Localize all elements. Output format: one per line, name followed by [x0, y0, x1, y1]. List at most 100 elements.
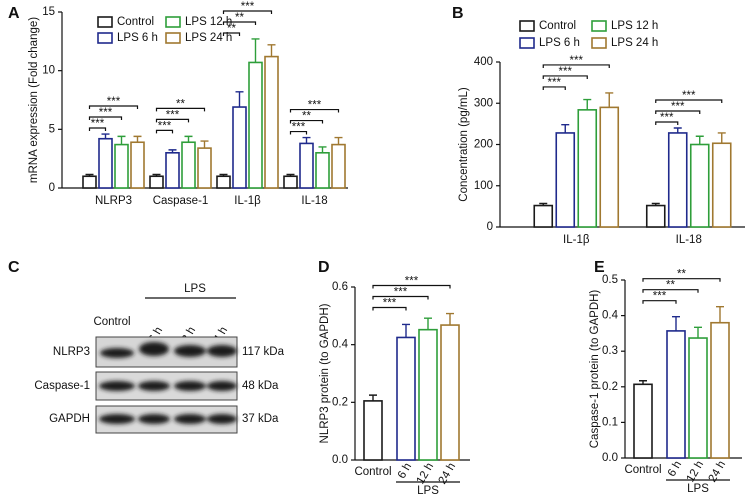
y-tick-label: 0.1 [602, 416, 618, 428]
significance-bracket [642, 300, 677, 304]
significance-label: *** [570, 55, 584, 67]
blot-panel: C LPS Control 6 h 12 h 24 h NLRP3 Caspas… [8, 259, 285, 434]
legend-swatch [519, 20, 535, 32]
error-bar [402, 323, 410, 338]
error-bar [672, 315, 680, 331]
error-bar [694, 326, 702, 339]
panel-letter: E [594, 259, 605, 276]
error-bar [101, 133, 110, 139]
significance-bracket [372, 295, 429, 300]
bar [130, 141, 145, 189]
y-axis-label: NLRP3 protein (to GAPDH) [319, 303, 331, 443]
error-bar [334, 136, 343, 145]
significance-label: *** [292, 122, 306, 134]
error-bar [302, 136, 311, 144]
significance-label: *** [107, 96, 121, 108]
error-bar [318, 146, 327, 153]
size-label: 37 kDa [242, 413, 279, 425]
bar [264, 55, 279, 189]
y-tick-label: 0.3 [602, 345, 618, 357]
significance-bracket [222, 10, 273, 14]
bar [711, 142, 732, 228]
group-label: LPS [184, 283, 206, 295]
legend-label: LPS 6 h [539, 37, 580, 49]
significance-bracket [289, 119, 324, 124]
significance-bracket [542, 75, 588, 79]
bar [216, 175, 231, 189]
significance-bracket [155, 118, 190, 123]
error-bar [673, 127, 682, 133]
legend-label: Control [117, 16, 154, 28]
legend-swatch [519, 37, 535, 49]
significance-label: *** [158, 120, 172, 132]
error-bar [695, 135, 704, 145]
bar [710, 321, 730, 459]
legend-label: LPS 12 h [185, 16, 232, 28]
significance-bracket [655, 121, 679, 125]
error-bar [369, 394, 377, 401]
significance-bracket [155, 129, 174, 134]
bar [299, 142, 314, 189]
significance-label: *** [405, 276, 419, 288]
significance-label: *** [394, 287, 408, 299]
significance-bracket [642, 289, 699, 293]
legend-swatch [97, 16, 113, 28]
error-bar [267, 44, 276, 57]
error-bar [219, 173, 228, 177]
significance-bracket [372, 284, 451, 289]
x-tick-label: Control [354, 466, 391, 478]
error-bar [446, 312, 454, 326]
y-tick-label: 0.5 [602, 274, 618, 286]
legend-label: LPS 24 h [611, 37, 658, 49]
bar [283, 175, 298, 189]
x-tick-label: IL-18 [301, 195, 327, 207]
blot-bands [99, 342, 237, 424]
bar [114, 143, 129, 189]
significance-label: *** [660, 112, 674, 124]
significance-bracket [222, 32, 241, 36]
significance-label: *** [308, 100, 322, 112]
significance-bracket [289, 108, 340, 113]
legend-label: LPS 24 h [185, 32, 232, 44]
y-tick-label: 100 [474, 180, 493, 192]
legend-swatch [165, 32, 181, 44]
bar [396, 336, 416, 461]
bar [315, 152, 330, 189]
legend-swatch [591, 20, 607, 32]
error-bar [717, 132, 726, 144]
error-bar [117, 135, 126, 145]
y-tick-label: 0.4 [602, 310, 619, 322]
significance-bracket [289, 130, 308, 135]
error-bar [424, 317, 432, 330]
x-tick-label: NLRP3 [95, 195, 132, 207]
bar [149, 175, 164, 189]
significance-bracket [88, 127, 107, 132]
legend-swatch [165, 16, 181, 28]
bar [689, 143, 710, 228]
bar [555, 132, 576, 228]
panel-letter: B [452, 5, 464, 22]
error-bar [235, 91, 244, 108]
significance-bracket [372, 306, 407, 311]
x-tick-label: Caspase-1 [153, 195, 209, 207]
error-bar [561, 124, 570, 133]
bar [688, 337, 708, 459]
error-bar [168, 149, 177, 153]
significance-label: *** [559, 66, 573, 78]
significance-label: *** [99, 107, 113, 119]
bar [331, 143, 346, 189]
legend-label: LPS 6 h [117, 32, 158, 44]
significance-label: *** [682, 90, 696, 102]
bar [577, 109, 598, 228]
significance-label: *** [166, 109, 180, 121]
legend-swatch [97, 32, 113, 44]
legend-label: LPS 12 h [611, 20, 658, 32]
bar [82, 175, 97, 189]
error-bar [286, 173, 295, 177]
y-tick-label: 15 [42, 6, 55, 18]
bar [248, 61, 263, 189]
y-tick-label: 300 [474, 97, 493, 109]
y-tick-label: 0.4 [332, 339, 349, 351]
panel-letter: D [318, 259, 330, 276]
